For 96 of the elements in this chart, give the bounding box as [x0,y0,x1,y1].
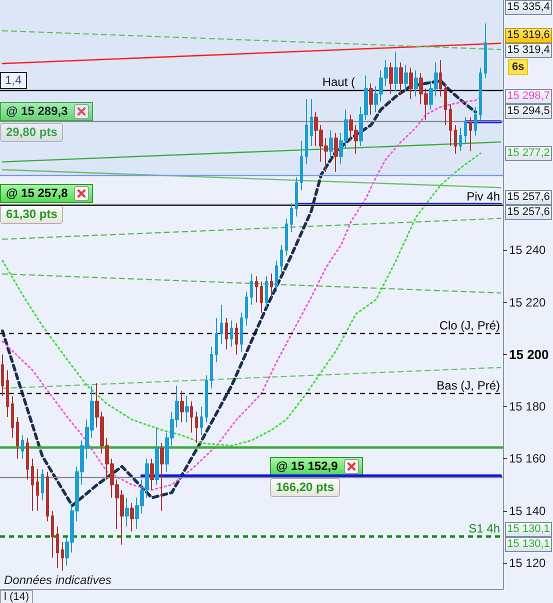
candlestick [150,458,154,490]
y-tick-label: 15 120 [509,556,546,570]
candlestick [160,442,164,512]
annotation: Données indicatives [4,573,112,587]
candlestick [454,124,457,154]
candlestick [180,390,184,423]
candlestick [255,276,258,303]
candlestick [210,346,213,389]
text: 15 130,1 [507,523,550,535]
candlestick [285,218,288,256]
candlestick [449,104,452,146]
ref-line-label: @ 15 257,8 [6,186,68,200]
ref-line-label: Clo (J, Pré) [439,318,500,333]
candlestick [245,291,248,326]
candlestick [36,468,39,512]
candlestick [260,280,263,314]
annotation: 166,20 pts [276,480,334,494]
candlestick [205,374,208,423]
annotation: 1,4 [5,73,22,88]
candlestick [250,273,253,306]
text: 6s [512,61,524,73]
candlestick [275,260,278,292]
candlestick [235,322,238,355]
candlestick [56,526,59,569]
candlestick [295,176,298,217]
candlestick [280,244,283,274]
candlestick [26,437,29,480]
ref-line-label: @ 15 152,9 [276,459,338,474]
candlestick [215,317,218,363]
annotation: 29,80 pts [6,124,58,139]
candlestick [270,273,273,298]
candlestick [310,98,313,146]
y-tick-label: 15 160 [509,452,546,466]
candlestick [444,82,447,126]
text: 15 130,1 [507,538,550,550]
candlestick [459,127,462,152]
candlestick [46,471,49,522]
candlestick [479,67,482,120]
candlestick [220,304,223,345]
candlestick [61,542,64,572]
candlestick [300,140,303,191]
annotation: 61,30 pts [6,206,58,221]
candlestick [394,52,398,92]
candlestick [329,130,333,160]
candlestick [41,468,44,501]
candlestick [404,64,408,92]
candlestick [389,62,393,94]
candlestick [185,396,189,423]
candlestick [155,426,159,486]
ref-line-label: Piv 4h [466,189,500,204]
candlestick [484,22,487,79]
candlestick [195,411,198,444]
y-tick-label: 15 180 [509,400,546,414]
candlestick [305,98,308,165]
text: 15 257,6 [507,206,550,218]
ref-line-label: @ 15 289,3 [6,104,68,118]
candlestick [51,510,54,558]
candlestick [16,416,19,460]
candlestick [125,497,129,527]
text: 15 335,4 [507,1,550,13]
text: 15 257,6 [507,191,550,203]
candlestick [409,67,413,100]
text: 15 319,6 [507,29,550,41]
y-tick-label: 15 140 [509,504,546,518]
text: 15 294,5 [507,105,550,117]
candlestick [130,502,134,532]
candlestick [265,276,268,308]
ref-line-label: Bas (J, Pré) [436,378,500,392]
candlestick [1,354,4,397]
text: 15 277,2 [507,147,550,159]
candlestick [464,116,467,144]
candlestick [200,406,203,436]
candlestick [11,396,14,438]
candlestick [6,370,9,418]
ref-line-label: Haut ( [322,75,355,90]
text: 15 319,4 [507,44,550,56]
candlestick [414,70,418,97]
candlestick [439,59,442,97]
ref-line-label: S1 4h [468,522,500,536]
candlestick [334,132,338,173]
y-tick-label: 15 240 [509,243,546,258]
candlestick [240,312,243,352]
text: 15 298,7 [507,90,550,102]
candlestick [369,82,373,116]
candlestick [190,400,193,434]
candlestick [31,458,34,512]
candlestick [474,106,477,136]
candlestick [225,317,228,350]
candlestick [399,62,403,94]
candlestick [469,116,472,152]
text: l (14) [4,591,30,603]
y-tick-label: 15 200 [509,346,549,362]
candlestick [290,202,293,232]
candlestick [21,434,24,460]
candlestick [230,320,233,348]
y-tick-label: 15 220 [509,295,546,310]
